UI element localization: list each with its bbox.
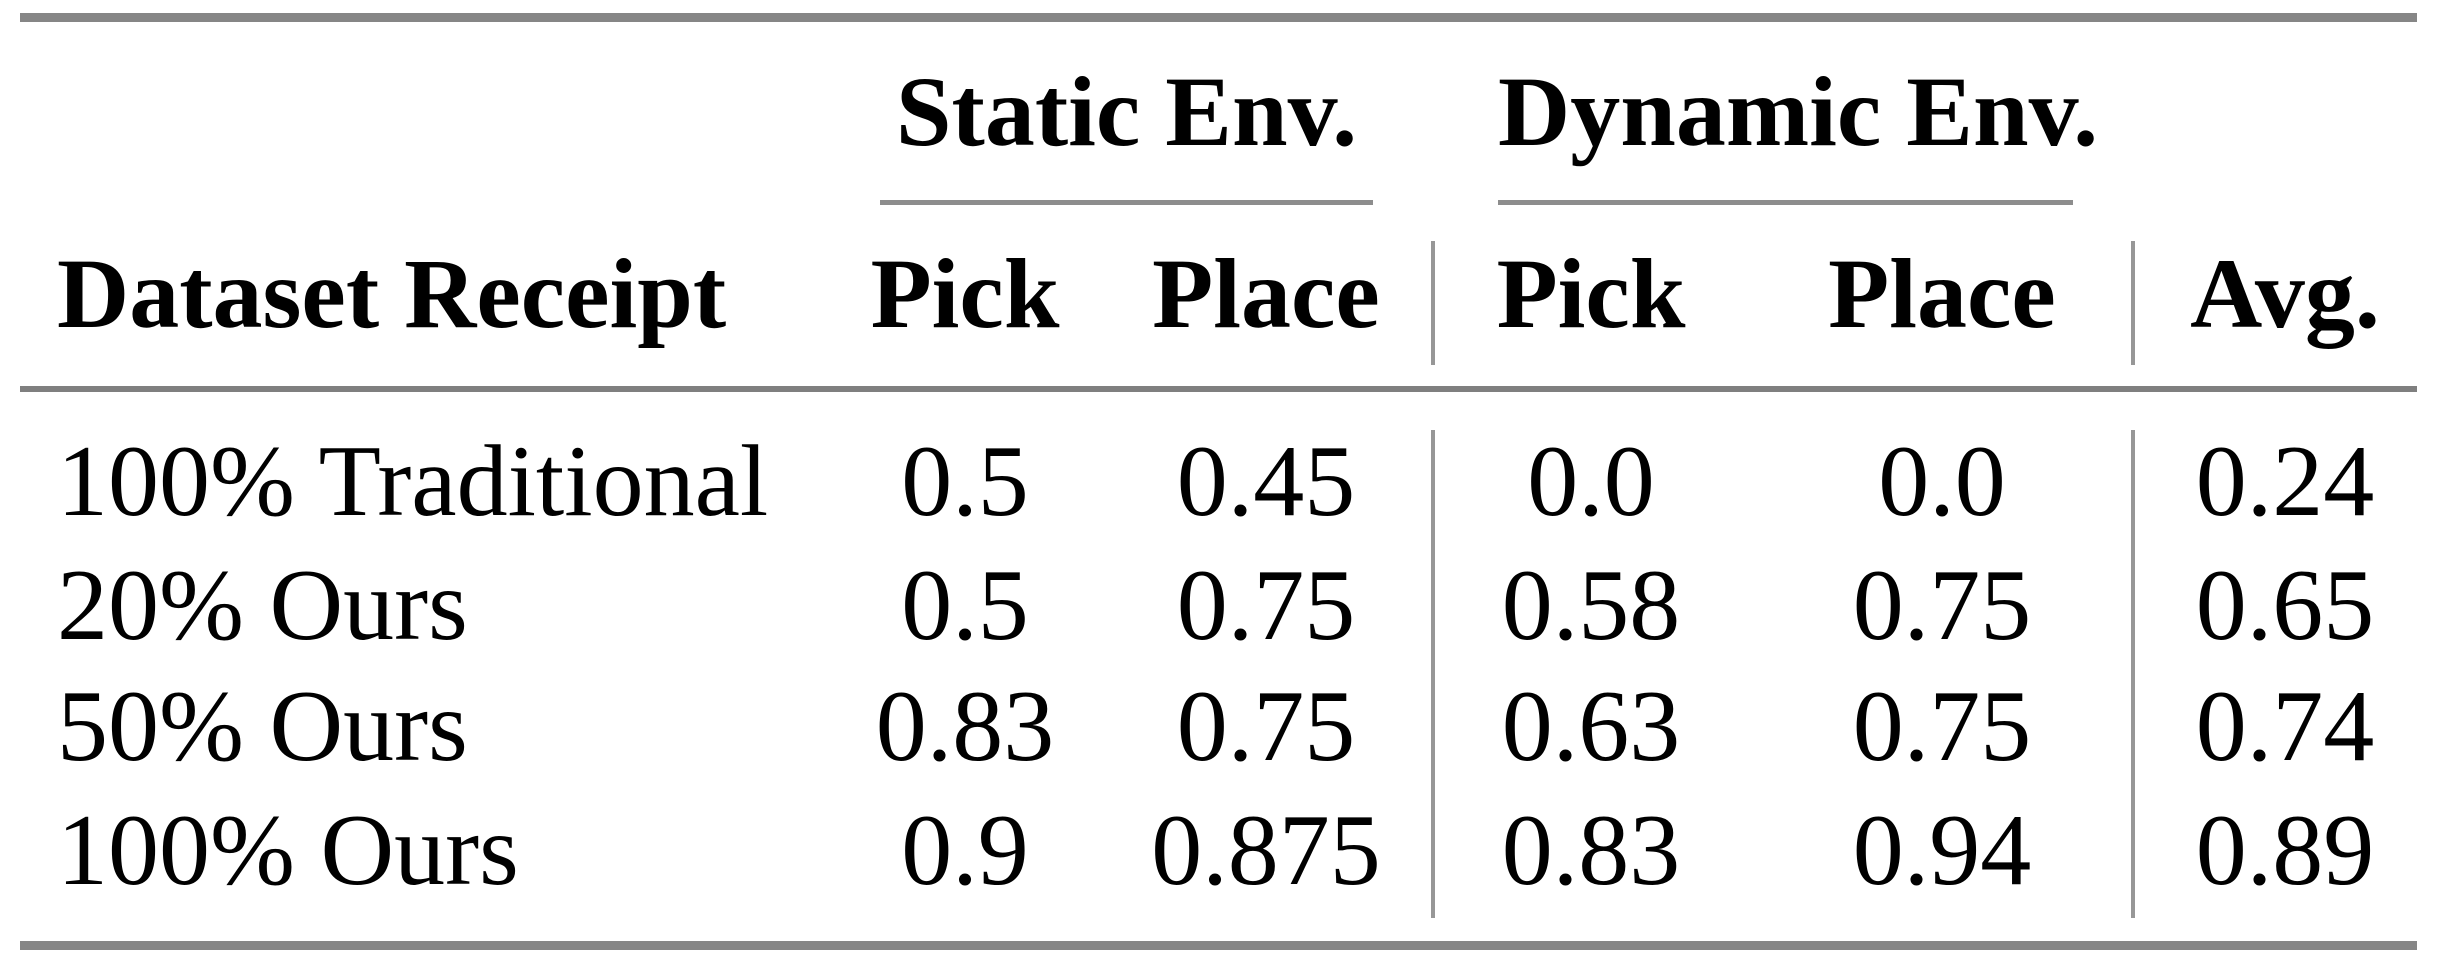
table-cell: 0.24 [2195,425,2375,538]
row-label: 20% Ours [57,549,468,662]
table-cell: 0.75 [1852,670,2032,783]
col-header-dynamic-place: Place [1828,238,2056,349]
table-cell: 0.94 [1852,794,2032,907]
static-env-cmidrule [880,200,1373,205]
top-rule [20,13,2417,22]
table-cell: 0.74 [2195,670,2375,783]
row-label: 100% Traditional [57,425,769,538]
table-cell: 0.5 [901,549,1029,662]
vertical-separator-static-dynamic-body [1431,430,1435,918]
bottom-rule [20,941,2417,950]
col-header-static-pick: Pick [870,238,1060,349]
table-cell: 0.83 [1501,794,1681,907]
table-cell: 0.0 [1878,425,2006,538]
table-cell: 0.5 [901,425,1029,538]
table-cell: 0.65 [2195,549,2375,662]
table-cell: 0.875 [1151,794,1381,907]
dynamic-env-cmidrule [1498,200,2073,205]
table-cell: 0.9 [901,794,1029,907]
group-header-static-env: Static Env. [895,56,1358,167]
table-cell: 0.89 [2195,794,2375,907]
group-header-dynamic-env: Dynamic Env. [1498,56,2099,167]
vertical-separator-avg-body [2131,430,2135,918]
col-header-dataset-receipt: Dataset Receipt [57,238,727,349]
row-label: 100% Ours [57,794,519,907]
vertical-separator-avg-header [2131,241,2135,365]
table-cell: 0.75 [1176,549,1356,662]
table-cell: 0.83 [875,670,1055,783]
col-header-dynamic-pick: Pick [1496,238,1686,349]
row-label: 50% Ours [57,670,468,783]
table-cell: 0.75 [1176,670,1356,783]
table-cell: 0.45 [1176,425,1356,538]
col-header-static-place: Place [1152,238,1380,349]
table-cell: 0.63 [1501,670,1681,783]
table-cell: 0.58 [1501,549,1681,662]
vertical-separator-static-dynamic-header [1431,241,1435,365]
table-cell: 0.75 [1852,549,2032,662]
table-cell: 0.0 [1527,425,1655,538]
header-midrule [20,386,2417,392]
col-header-avg: Avg. [2190,238,2380,349]
